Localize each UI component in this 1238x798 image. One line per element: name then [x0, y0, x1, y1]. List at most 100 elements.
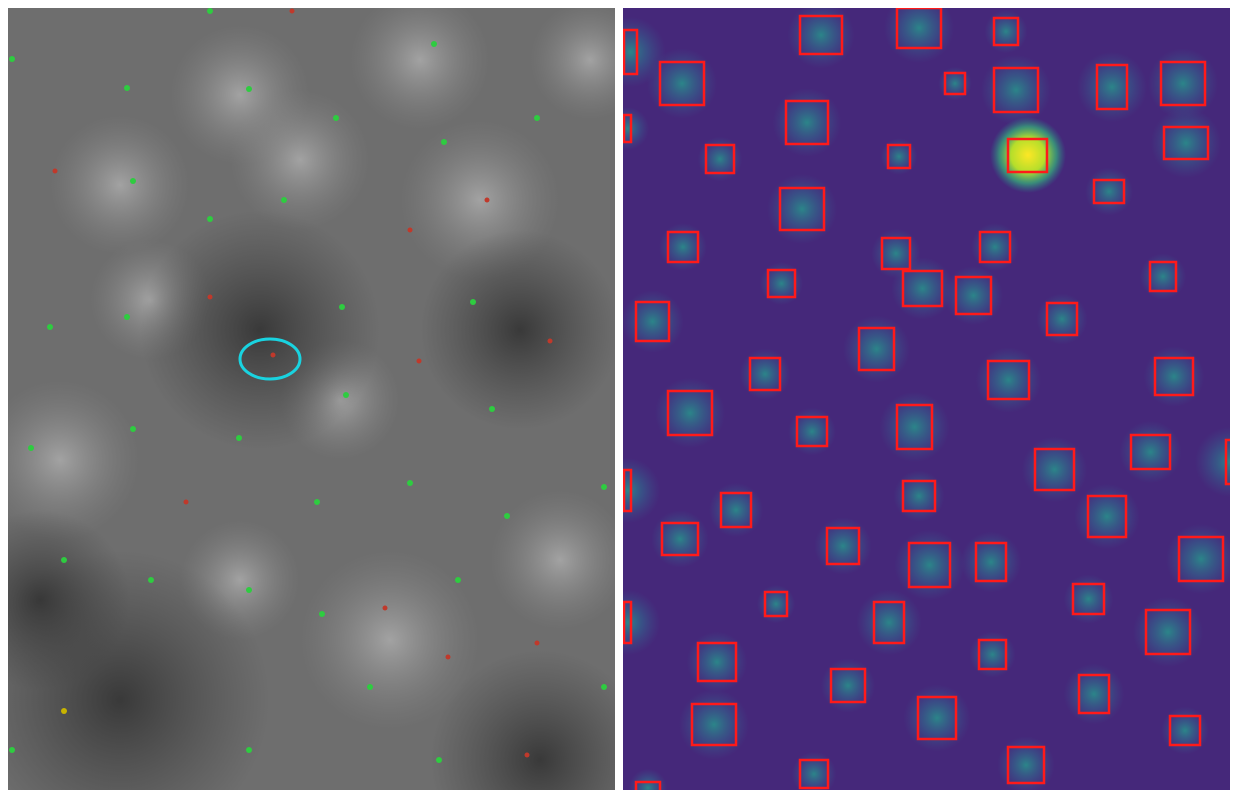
heat-blob — [891, 257, 954, 320]
detection-box — [857, 326, 896, 372]
bright-region — [350, 8, 490, 130]
detection-box — [766, 268, 797, 299]
detection-box — [872, 600, 906, 645]
detection-box — [1153, 356, 1195, 397]
detection-box — [719, 491, 753, 529]
detection-box — [992, 16, 1020, 47]
heat-blob — [903, 684, 971, 752]
green-dot — [28, 445, 34, 451]
heat-blob — [623, 589, 661, 656]
detection-box — [748, 356, 782, 392]
heat-blob — [1161, 706, 1209, 755]
detection-box — [992, 66, 1040, 114]
red-dot — [547, 338, 553, 344]
red-dot — [524, 752, 530, 758]
detection-box — [974, 541, 1008, 583]
detection-box — [623, 600, 633, 645]
heat-blob — [659, 223, 707, 271]
heat-blob — [842, 315, 911, 383]
bright-region — [530, 8, 615, 120]
green-dot — [47, 324, 53, 330]
heat-blob — [654, 377, 726, 449]
green-dot — [9, 747, 15, 753]
dark-region — [140, 210, 380, 450]
heat-blob — [1063, 574, 1114, 624]
dark-region — [8, 510, 130, 690]
detection-box — [798, 758, 830, 790]
detection-box — [1077, 673, 1111, 715]
red-dot — [52, 168, 58, 174]
heatmap-panel — [623, 8, 1230, 790]
detection-box — [634, 300, 671, 343]
green-dot — [246, 587, 252, 593]
detections — [9, 8, 607, 763]
heat-blob — [1165, 523, 1230, 595]
heat-blob — [1036, 293, 1088, 345]
red-dot — [445, 654, 451, 660]
detection-box — [696, 641, 738, 683]
red-dot — [289, 8, 295, 14]
green-dot — [246, 86, 252, 92]
detection-box — [690, 702, 738, 747]
green-dot — [281, 197, 287, 203]
green-dot — [314, 499, 320, 505]
green-dot — [431, 41, 437, 47]
green-dot — [333, 115, 339, 121]
red-dot — [207, 294, 213, 300]
heat-blob — [791, 751, 837, 790]
highlight-ellipse — [238, 337, 302, 381]
green-dot — [207, 8, 213, 14]
heat-blob — [879, 391, 950, 463]
green-dot — [534, 115, 540, 121]
heat-blob — [686, 631, 748, 693]
detection-box — [660, 521, 700, 557]
green-dot — [601, 484, 607, 490]
heat-blob — [697, 136, 743, 182]
heat-blob — [997, 736, 1055, 790]
heat-blob — [678, 689, 750, 760]
heat-blob — [708, 482, 764, 538]
green-dot — [124, 85, 130, 91]
detection-box — [954, 275, 993, 316]
heat-blob — [772, 88, 842, 157]
heat-blob — [646, 48, 718, 119]
green-dot — [470, 299, 476, 305]
red-dot — [407, 227, 413, 233]
heat-blob — [628, 768, 668, 790]
heat-blob — [880, 138, 918, 175]
detection-box — [829, 667, 867, 704]
heat-blob — [651, 510, 709, 568]
detection-box — [1086, 494, 1128, 539]
detection-box — [1095, 63, 1129, 111]
heat-blob — [1076, 51, 1148, 123]
boxes — [623, 8, 1230, 790]
heat-blob — [1150, 107, 1222, 179]
heat-blob — [1139, 253, 1187, 300]
green-dot — [407, 480, 413, 486]
detection-box — [1224, 438, 1230, 486]
bright-region — [490, 490, 615, 630]
detection-box — [1092, 178, 1126, 205]
detection-box — [1006, 137, 1049, 174]
detection-box — [1144, 608, 1192, 656]
heat-blob — [756, 584, 796, 624]
detection-box — [778, 186, 826, 232]
detection-box — [916, 695, 958, 741]
heat-blob — [1074, 483, 1140, 550]
detection-box — [901, 479, 937, 513]
detection-box — [907, 541, 952, 589]
heat-blob — [883, 8, 955, 64]
heat-blob — [759, 261, 804, 306]
heat-blob — [938, 66, 972, 101]
detection-box — [1033, 447, 1076, 492]
detection-box — [1162, 125, 1210, 161]
heat-blob — [1021, 436, 1088, 503]
red-dot — [534, 640, 540, 646]
detection-box — [666, 230, 700, 264]
detection-box — [901, 269, 944, 308]
detection-box — [658, 60, 706, 107]
texture — [8, 8, 615, 790]
green-dot — [207, 216, 213, 222]
